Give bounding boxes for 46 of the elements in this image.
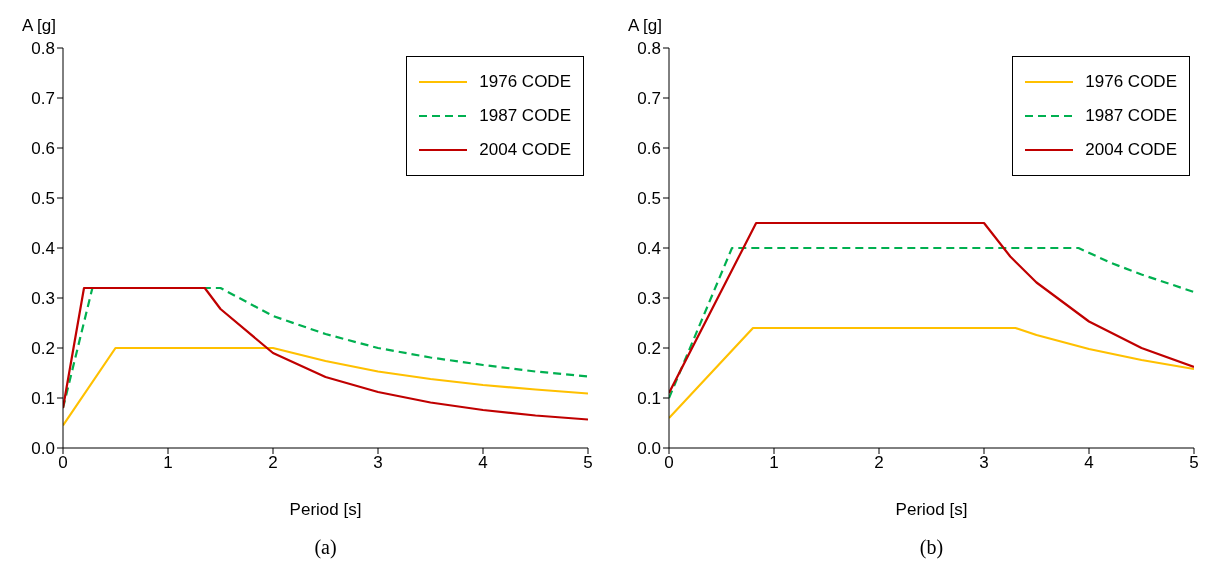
y-tick-label: 0.6	[637, 139, 661, 159]
y-tick-label: 0.1	[31, 389, 55, 409]
x-axis-title: Period [s]	[894, 500, 969, 520]
line-series	[669, 326, 1194, 420]
text: (a)	[313, 536, 338, 559]
legend-label: 1987 CODE	[1085, 106, 1177, 126]
x-axis-title: Period [s]	[288, 500, 363, 520]
y-axis-title: A [g]	[22, 16, 57, 36]
y-tick-label: 0.0	[31, 439, 55, 459]
y-tick-label: 0.5	[637, 189, 661, 209]
legend-label: 1976 CODE	[1085, 72, 1177, 92]
y-axis-title: A [g]	[628, 16, 663, 36]
x-tick-label: 0	[664, 453, 674, 473]
line-series	[669, 221, 1194, 395]
x-tick-label: 5	[583, 453, 593, 473]
y-tick-label: 0.5	[31, 189, 55, 209]
y-tick-label: 0.2	[637, 339, 661, 359]
y-tick-label: 0.7	[31, 89, 55, 109]
y-tick-label: 0.0	[637, 439, 661, 459]
legend-label: 1976 CODE	[479, 72, 571, 92]
y-tick-label: 0.4	[637, 239, 661, 259]
x-tick-label: 3	[373, 453, 383, 473]
y-tick-label: 0.3	[31, 289, 55, 309]
y-tick-label: 0.2	[31, 339, 55, 359]
x-tick-label: 2	[874, 453, 884, 473]
x-tick-label: 0	[58, 453, 68, 473]
y-tick-label: 0.8	[637, 39, 661, 59]
line-series	[63, 346, 588, 427]
legend-label: 1987 CODE	[479, 106, 571, 126]
x-tick-label: 1	[769, 453, 779, 473]
x-tick-label: 1	[163, 453, 173, 473]
x-tick-label: 5	[1189, 453, 1199, 473]
y-tick-label: 0.3	[637, 289, 661, 309]
y-tick-label: 0.6	[31, 139, 55, 159]
x-tick-label: 2	[268, 453, 278, 473]
text: (b)	[918, 536, 945, 559]
legend-label: 2004 CODE	[1085, 140, 1177, 160]
x-tick-label: 4	[1084, 453, 1094, 473]
x-tick-label: 3	[979, 453, 989, 473]
y-tick-label: 0.1	[637, 389, 661, 409]
x-tick-label: 4	[478, 453, 488, 473]
y-tick-label: 0.8	[31, 39, 55, 59]
y-tick-label: 0.7	[637, 89, 661, 109]
line-series	[669, 246, 1194, 400]
legend-label: 2004 CODE	[479, 140, 571, 160]
y-tick-label: 0.4	[31, 239, 55, 259]
